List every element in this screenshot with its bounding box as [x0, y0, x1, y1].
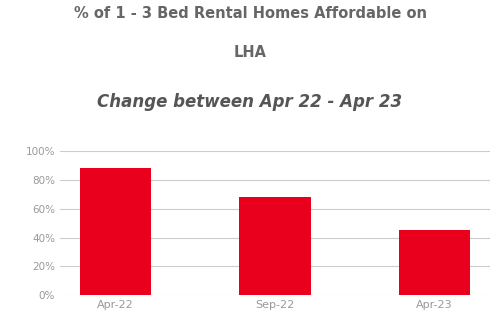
Text: Change between Apr 22 - Apr 23: Change between Apr 22 - Apr 23 [98, 93, 403, 111]
Text: % of 1 - 3 Bed Rental Homes Affordable on: % of 1 - 3 Bed Rental Homes Affordable o… [74, 6, 426, 22]
Bar [398, 230, 470, 295]
Text: LHA: LHA [234, 45, 266, 60]
Bar [239, 197, 311, 295]
Bar [80, 168, 152, 295]
